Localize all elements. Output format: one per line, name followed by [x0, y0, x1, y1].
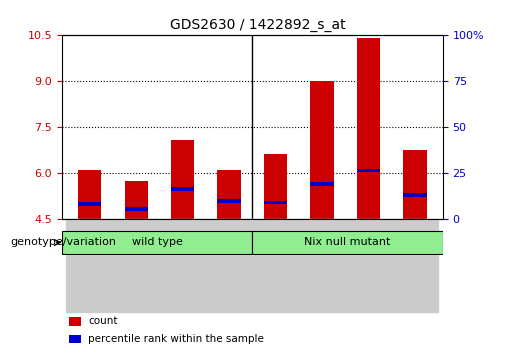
Bar — [392, 219, 438, 312]
Bar — [160, 219, 206, 312]
Bar — [217, 199, 241, 203]
Bar — [357, 39, 380, 219]
Bar — [299, 219, 345, 312]
Bar — [264, 201, 287, 205]
Bar — [217, 170, 241, 219]
FancyBboxPatch shape — [62, 232, 252, 253]
Bar — [171, 187, 194, 191]
Bar — [70, 335, 81, 343]
Bar — [113, 219, 160, 312]
Bar — [311, 81, 334, 219]
Text: Nix null mutant: Nix null mutant — [304, 238, 391, 247]
Bar — [206, 219, 252, 312]
Text: count: count — [89, 316, 118, 326]
Bar — [125, 181, 148, 219]
Bar — [357, 169, 380, 172]
Bar — [171, 140, 194, 219]
Text: percentile rank within the sample: percentile rank within the sample — [89, 334, 264, 344]
Bar — [403, 150, 426, 219]
Bar — [252, 219, 299, 312]
FancyBboxPatch shape — [252, 232, 443, 253]
Text: genotype/variation: genotype/variation — [10, 238, 116, 247]
Bar — [345, 219, 392, 312]
Bar — [125, 207, 148, 211]
Bar — [264, 154, 287, 219]
Bar — [403, 193, 426, 197]
Text: wild type: wild type — [132, 238, 182, 247]
Bar — [78, 170, 101, 219]
Bar — [311, 182, 334, 186]
Bar — [70, 317, 81, 326]
Bar — [66, 219, 113, 312]
Bar — [78, 202, 101, 206]
Text: GDS2630 / 1422892_s_at: GDS2630 / 1422892_s_at — [169, 18, 346, 32]
